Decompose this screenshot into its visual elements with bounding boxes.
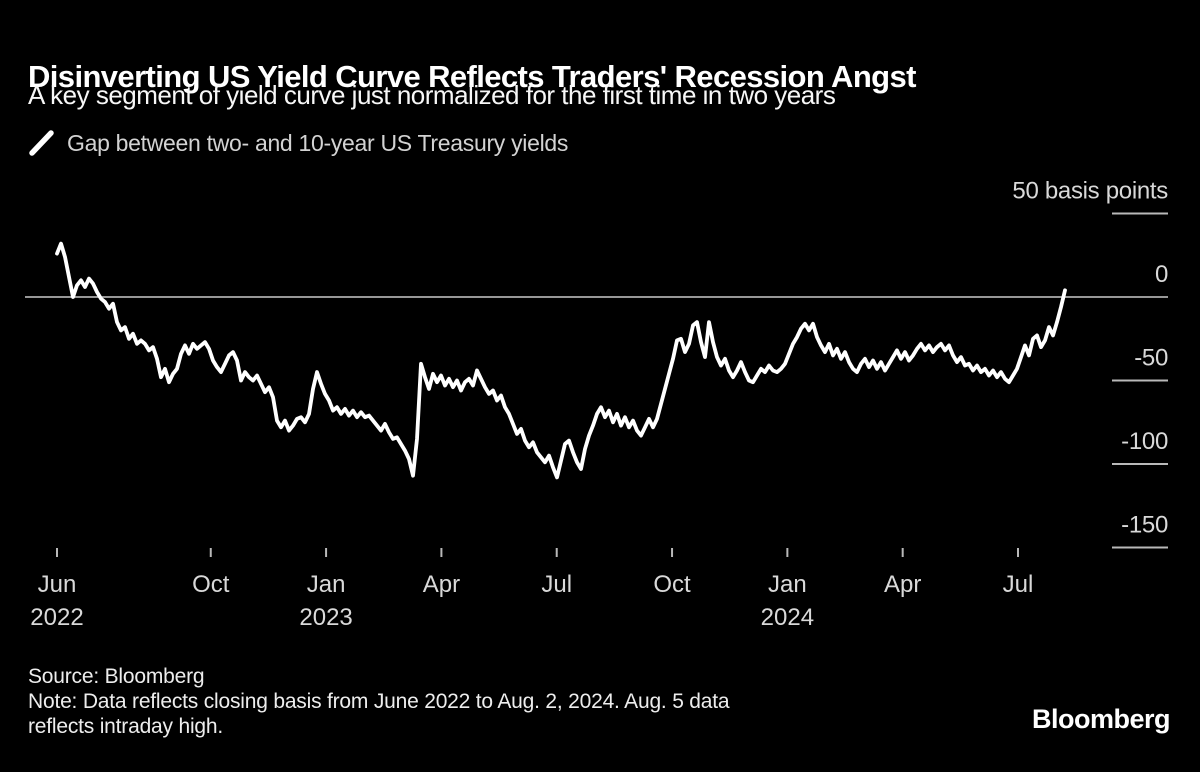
x-axis-month-label: Jan — [768, 571, 807, 598]
x-axis-year-label: 2023 — [299, 604, 352, 631]
y-axis-label: 0 — [1155, 261, 1168, 288]
x-axis-month-label: Jan — [307, 571, 346, 598]
page-subtitle: A key segment of yield curve just normal… — [28, 80, 836, 110]
x-axis-month-label: Apr — [884, 571, 921, 598]
x-axis-year-label: 2024 — [761, 604, 814, 631]
x-axis-year-label: 2022 — [30, 604, 83, 631]
y-axis-label: 50 basis points — [1012, 178, 1168, 205]
x-axis-month-label: Oct — [192, 571, 230, 598]
x-axis-month-label: Apr — [423, 571, 460, 598]
note-text-line1: Note: Data reflects closing basis from J… — [28, 690, 730, 713]
line-swatch-icon — [29, 130, 54, 156]
y-axis-label: -50 — [1134, 345, 1168, 372]
bloomberg-logo: Bloomberg — [1031, 704, 1171, 734]
x-axis-month-label: Jun — [38, 571, 77, 598]
source-text: Source: Bloomberg — [28, 665, 205, 688]
yield-spread-line — [55, 241, 1067, 480]
chart-footer: Source: Bloomberg Note: Data reflects cl… — [28, 664, 730, 739]
y-axis-label: -100 — [1121, 428, 1168, 455]
page-title: Disinverting US Yield Curve Reflects Tra… — [28, 58, 916, 94]
legend-label: Gap between two- and 10-year US Treasury… — [67, 129, 569, 156]
y-axis-label: -150 — [1121, 512, 1168, 539]
x-axis-month-label: Oct — [653, 571, 691, 598]
note-text-line2: reflects intraday high. — [28, 715, 224, 738]
chart-legend: Gap between two- and 10-year US Treasury… — [28, 129, 568, 157]
x-axis-month-label: Jul — [541, 571, 572, 598]
x-axis-month-label: Jul — [1003, 571, 1034, 598]
